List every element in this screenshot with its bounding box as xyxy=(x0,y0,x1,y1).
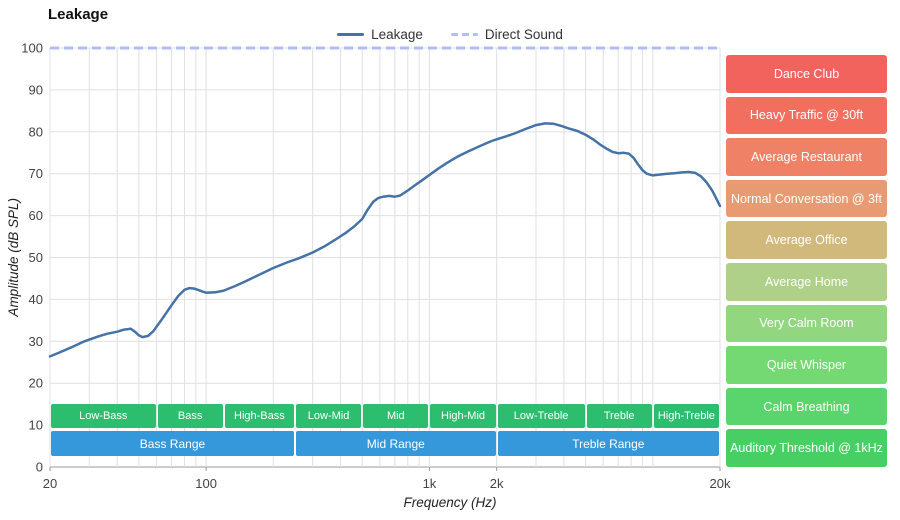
band-low-treble[interactable]: Low-Treble xyxy=(497,404,585,428)
y-tick-label-20: 20 xyxy=(29,376,43,391)
y-tick-label-30: 30 xyxy=(29,334,43,349)
band-high-mid[interactable]: High-Mid xyxy=(430,404,496,428)
y-axis-title-wrap: Amplitude (dB SPL) xyxy=(2,48,24,467)
y-tick-label-60: 60 xyxy=(29,208,43,223)
x-tick-label-1k: 1k xyxy=(423,476,437,491)
noise-level-average-restaurant: Average Restaurant xyxy=(726,138,887,176)
band-mid[interactable]: Mid xyxy=(363,404,429,428)
noise-level-normal-conversation-3ft: Normal Conversation @ 3ft xyxy=(726,179,887,218)
x-tick-label-20: 20 xyxy=(43,476,57,491)
legend-label-leakage: Leakage xyxy=(371,27,423,42)
range-treble-range[interactable]: Treble Range xyxy=(497,431,719,456)
y-tick-label-40: 40 xyxy=(29,292,43,307)
y-tick-label-10: 10 xyxy=(29,418,43,433)
noise-level-average-office: Average Office xyxy=(726,221,887,259)
y-tick-label-90: 90 xyxy=(29,82,43,97)
x-axis-title: Frequency (Hz) xyxy=(403,495,497,510)
noise-level-auditory-threshold-1khz: Auditory Threshold @ 1kHz xyxy=(726,429,887,467)
y-tick-label-0: 0 xyxy=(36,460,43,475)
range-bass-range[interactable]: Bass Range xyxy=(51,431,294,456)
y-axis-title: Amplitude (dB SPL) xyxy=(5,198,21,317)
legend: Leakage Direct Sound xyxy=(0,27,900,42)
chart-title: Leakage xyxy=(48,6,109,23)
band-high-bass[interactable]: High-Bass xyxy=(224,404,294,428)
direct-sound-line-swatch xyxy=(450,33,478,36)
noise-level-scale: Dance Club Heavy Traffic @ 30ft Average Re… xyxy=(726,55,887,467)
legend-label-direct-sound: Direct Sound xyxy=(484,27,563,42)
noise-level-very-calm-room: Very Calm Room xyxy=(726,304,887,343)
leakage-line-swatch xyxy=(337,33,365,36)
band-bass[interactable]: Bass xyxy=(157,404,223,428)
band-high-treble[interactable]: High-Treble xyxy=(653,404,719,428)
band-treble[interactable]: Treble xyxy=(586,404,652,428)
range-mid-range[interactable]: Mid Range xyxy=(295,431,496,456)
x-tick-label-100: 100 xyxy=(195,476,217,491)
y-tick-label-80: 80 xyxy=(29,124,43,139)
legend-item-leakage[interactable]: Leakage xyxy=(337,27,423,42)
band-low-mid[interactable]: Low-Mid xyxy=(295,404,362,428)
y-tick-label-70: 70 xyxy=(29,166,43,181)
x-tick-label-20k: 20k xyxy=(710,476,731,491)
noise-level-calm-breathing: Calm Breathing xyxy=(726,387,887,426)
noise-level-dance-club: Dance Club xyxy=(726,55,887,93)
y-tick-label-100: 100 xyxy=(21,41,43,56)
band-low-bass[interactable]: Low-Bass xyxy=(51,404,156,428)
y-tick-label-50: 50 xyxy=(29,250,43,265)
leakage-curve xyxy=(48,122,722,358)
x-tick-label-2k: 2k xyxy=(490,476,504,491)
noise-level-average-home: Average Home xyxy=(726,262,887,301)
noise-level-quiet-whisper: Quiet Whisper xyxy=(726,346,887,384)
noise-level-heavy-traffic-30ft: Heavy Traffic @ 30ft xyxy=(726,96,887,135)
legend-item-direct-sound[interactable]: Direct Sound xyxy=(450,27,563,42)
